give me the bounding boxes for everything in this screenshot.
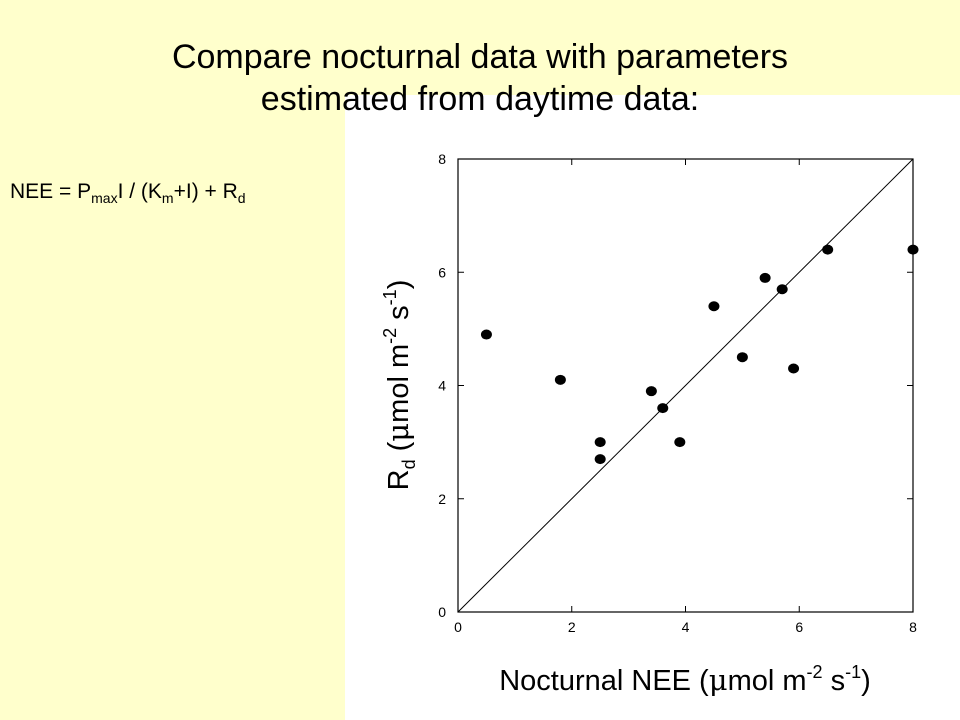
equation: NEE = PmaxI / (Km+I) + Rd xyxy=(10,180,246,206)
x-axis-label-sup-1: -2 xyxy=(807,662,823,682)
title-line-1: Compare nocturnal data with parameters xyxy=(171,38,789,76)
y-axis-label-part-g: s xyxy=(383,305,415,328)
data-point xyxy=(594,454,606,465)
slide-title: Compare nocturnal data with parameters e… xyxy=(0,36,960,120)
data-point xyxy=(788,363,800,374)
x-tick-label: 2 xyxy=(568,619,576,635)
y-tick-label: 8 xyxy=(438,151,446,167)
plot-panel xyxy=(345,95,960,720)
y-axis-label-mu: μ xyxy=(381,423,415,442)
data-point xyxy=(657,403,669,414)
equation-part-2: I / (K xyxy=(117,180,162,203)
data-point xyxy=(907,244,919,255)
x-axis-label-part-g: ) xyxy=(861,665,871,697)
data-point xyxy=(480,329,492,340)
data-point xyxy=(674,437,686,448)
y-axis-label-part-i: ) xyxy=(383,280,415,290)
data-point xyxy=(822,244,834,255)
y-axis-label-sup-2: -1 xyxy=(380,289,400,305)
data-point xyxy=(554,374,566,385)
y-tick-label: 2 xyxy=(438,491,446,507)
y-tick-label: 4 xyxy=(438,378,446,394)
y-axis-label-part-a: R xyxy=(383,469,415,490)
y-axis-label-part-e: mol m xyxy=(383,344,415,423)
x-axis-label: Nocturnal NEE (μmol m-2 s-1) xyxy=(499,662,871,697)
equation-part-1: NEE = P xyxy=(10,180,92,203)
x-tick-label: 8 xyxy=(909,619,917,635)
x-axis-label-sup-2: -1 xyxy=(845,662,861,682)
data-point xyxy=(759,272,771,283)
y-axis-label-sub: d xyxy=(399,459,419,469)
x-axis-label-part-a: Nocturnal NEE ( xyxy=(499,665,709,697)
one-to-one-line xyxy=(457,158,914,613)
x-tick-label: 4 xyxy=(682,619,690,635)
x-tick-label: 0 xyxy=(454,619,462,635)
y-tick-label: 0 xyxy=(438,604,446,620)
x-axis-label-part-e: s xyxy=(823,665,846,697)
data-point xyxy=(645,386,657,397)
data-point xyxy=(594,437,606,448)
equation-sub-m: m xyxy=(161,190,174,206)
y-tick-label: 6 xyxy=(438,264,446,280)
data-point xyxy=(776,284,788,295)
x-axis-label-part-c: mol m xyxy=(728,665,807,697)
y-axis-label-sup-1: -2 xyxy=(380,328,400,344)
title-line-2: estimated from daytime data: xyxy=(260,80,700,118)
data-point xyxy=(708,301,720,312)
y-axis-label-part-c: ( xyxy=(383,441,415,459)
x-tick-label: 6 xyxy=(795,619,803,635)
equation-sub-max: max xyxy=(91,190,118,206)
equation-sub-d: d xyxy=(237,190,246,206)
x-axis-label-mu: μ xyxy=(709,663,728,697)
y-axis-label: Rd (μmol m-2 s-1) xyxy=(380,280,419,491)
equation-part-3: +I) + R xyxy=(173,180,238,203)
data-point xyxy=(736,352,748,363)
